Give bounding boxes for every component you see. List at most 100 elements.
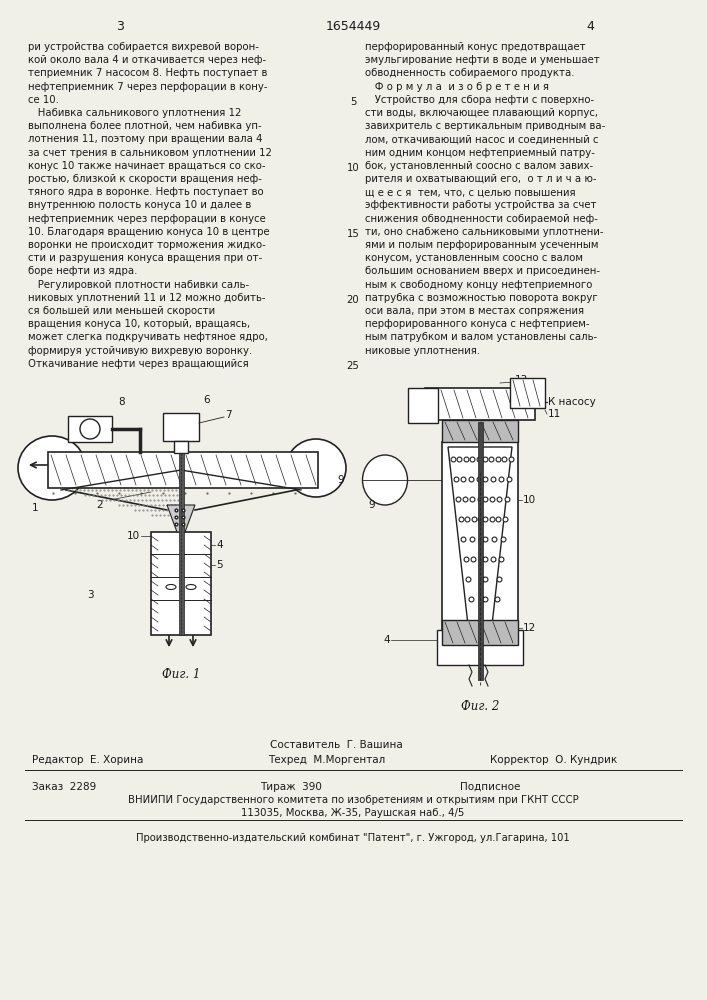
Polygon shape xyxy=(448,447,512,625)
Text: нефтеприемник через перфорации в конусе: нефтеприемник через перфорации в конусе xyxy=(28,214,266,224)
Text: никовые уплотнения.: никовые уплотнения. xyxy=(365,346,480,356)
Text: Тираж  390: Тираж 390 xyxy=(260,782,322,792)
Text: 15: 15 xyxy=(346,229,359,239)
Text: выполнена более плотной, чем набивка уп-: выполнена более плотной, чем набивка уп- xyxy=(28,121,262,131)
Text: лотнения 11, поэтому при вращении вала 4: лотнения 11, поэтому при вращении вала 4 xyxy=(28,134,262,144)
Text: Откачивание нефти через вращающийся: Откачивание нефти через вращающийся xyxy=(28,359,249,369)
Text: эффективности работы устройства за счет: эффективности работы устройства за счет xyxy=(365,200,597,210)
Text: 5: 5 xyxy=(350,97,356,107)
Text: внутреннюю полость конуса 10 и далее в: внутреннюю полость конуса 10 и далее в xyxy=(28,200,251,210)
Text: К насосу: К насосу xyxy=(548,397,596,407)
Text: кой около вала 4 и откачивается через неф-: кой около вала 4 и откачивается через не… xyxy=(28,55,266,65)
Text: Составитель  Г. Вашина: Составитель Г. Вашина xyxy=(270,740,403,750)
Text: ти, оно снабжено сальниковыми уплотнени-: ти, оно снабжено сальниковыми уплотнени- xyxy=(365,227,604,237)
Bar xyxy=(478,422,483,680)
Text: боре нефти из ядра.: боре нефти из ядра. xyxy=(28,266,137,276)
Bar xyxy=(179,453,184,635)
Text: 7: 7 xyxy=(225,410,232,420)
Text: 10. Благодаря вращению конуса 10 в центре: 10. Благодаря вращению конуса 10 в центр… xyxy=(28,227,269,237)
Text: ростью, близкой к скорости вращения неф-: ростью, близкой к скорости вращения неф- xyxy=(28,174,262,184)
Text: 2: 2 xyxy=(97,500,103,510)
Text: 10: 10 xyxy=(127,531,140,541)
Text: 6: 6 xyxy=(203,395,209,405)
Text: патрубка с возможностью поворота вокруг: патрубка с возможностью поворота вокруг xyxy=(365,293,597,303)
Bar xyxy=(437,630,523,665)
Ellipse shape xyxy=(18,436,86,500)
Bar xyxy=(408,388,438,423)
Text: 4: 4 xyxy=(586,20,594,33)
Text: 11: 11 xyxy=(548,409,561,419)
Bar xyxy=(151,532,211,635)
Text: 113035, Москва, Ж-35, Раушская наб., 4/5: 113035, Москва, Ж-35, Раушская наб., 4/5 xyxy=(241,808,464,818)
Text: перфорированный конус предотвращает: перфорированный конус предотвращает xyxy=(365,42,585,52)
Text: лом, откачивающий насос и соединенный с: лом, откачивающий насос и соединенный с xyxy=(365,134,599,144)
Text: 9: 9 xyxy=(337,475,344,485)
Text: может слегка подкручивать нефтяное ядро,: может слегка подкручивать нефтяное ядро, xyxy=(28,332,268,342)
Text: воронки не происходит торможения жидко-: воронки не происходит торможения жидко- xyxy=(28,240,266,250)
Text: ри устройства собирается вихревой ворон-: ри устройства собирается вихревой ворон- xyxy=(28,42,259,52)
Text: Заказ  2289: Заказ 2289 xyxy=(32,782,96,792)
Bar xyxy=(442,442,518,660)
Text: формируя устойчивую вихревую воронку.: формируя устойчивую вихревую воронку. xyxy=(28,346,252,356)
Text: ним одним концом нефтеприемный патру-: ним одним концом нефтеприемный патру- xyxy=(365,148,595,158)
Text: эмульгирование нефти в воде и уменьшает: эмульгирование нефти в воде и уменьшает xyxy=(365,55,600,65)
Text: теприемник 7 насосом 8. Нефть поступает в: теприемник 7 насосом 8. Нефть поступает … xyxy=(28,68,267,78)
Bar xyxy=(442,420,518,442)
Text: ным патрубком и валом установлены саль-: ным патрубком и валом установлены саль- xyxy=(365,332,597,342)
Text: 4: 4 xyxy=(383,635,390,645)
Text: бок, установленный соосно с валом завих-: бок, установленный соосно с валом завих- xyxy=(365,161,593,171)
Text: завихритель с вертикальным приводным ва-: завихритель с вертикальным приводным ва- xyxy=(365,121,605,131)
Text: за счет трения в сальниковом уплотнении 12: за счет трения в сальниковом уплотнении … xyxy=(28,148,272,158)
Text: Фиг. 1: Фиг. 1 xyxy=(162,668,200,681)
Text: 25: 25 xyxy=(346,361,359,371)
Text: Регулировкой плотности набивки саль-: Регулировкой плотности набивки саль- xyxy=(28,280,249,290)
Text: вращения конуса 10, который, вращаясь,: вращения конуса 10, который, вращаясь, xyxy=(28,319,250,329)
Text: 10: 10 xyxy=(523,495,536,505)
Text: никовых уплотнений 11 и 12 можно добить-: никовых уплотнений 11 и 12 можно добить- xyxy=(28,293,266,303)
Text: оси вала, при этом в местах сопряжения: оси вала, при этом в местах сопряжения xyxy=(365,306,584,316)
Text: ями и полым перфорированным усеченным: ями и полым перфорированным усеченным xyxy=(365,240,599,250)
Bar xyxy=(68,416,112,442)
Text: щ е е с я  тем, что, с целью повышения: щ е е с я тем, что, с целью повышения xyxy=(365,187,575,197)
Text: 5: 5 xyxy=(216,560,223,570)
Text: Ф о р м у л а  и з о б р е т е н и я: Ф о р м у л а и з о б р е т е н и я xyxy=(365,82,549,92)
Text: перфорированного конуса с нефтеприем-: перфорированного конуса с нефтеприем- xyxy=(365,319,590,329)
Bar xyxy=(163,413,199,441)
Polygon shape xyxy=(167,505,195,532)
Text: Фиг. 2: Фиг. 2 xyxy=(461,700,499,713)
Text: ным к свободному концу нефтеприемного: ным к свободному концу нефтеприемного xyxy=(365,280,592,290)
Text: тяного ядра в воронке. Нефть поступает во: тяного ядра в воронке. Нефть поступает в… xyxy=(28,187,264,197)
Text: большим основанием вверх и присоединен-: большим основанием вверх и присоединен- xyxy=(365,266,600,276)
Text: Набивка сальникового уплотнения 12: Набивка сальникового уплотнения 12 xyxy=(28,108,241,118)
Text: рителя и охватывающий его,  о т л и ч а ю-: рителя и охватывающий его, о т л и ч а ю… xyxy=(365,174,597,184)
Text: Редактор  Е. Хорина: Редактор Е. Хорина xyxy=(32,755,144,765)
Text: ВНИИПИ Государственного комитета по изобретениям и открытиям при ГКНТ СССР: ВНИИПИ Государственного комитета по изоб… xyxy=(128,795,578,805)
Text: се 10.: се 10. xyxy=(28,95,59,105)
Text: 13: 13 xyxy=(515,375,528,385)
Bar xyxy=(510,378,545,408)
Text: ся большей или меньшей скорости: ся большей или меньшей скорости xyxy=(28,306,215,316)
Text: Техред  М.Моргентал: Техред М.Моргентал xyxy=(268,755,385,765)
Text: обводненность собираемого продукта.: обводненность собираемого продукта. xyxy=(365,68,575,78)
Bar xyxy=(48,452,318,488)
Text: Корректор  О. Кундрик: Корректор О. Кундрик xyxy=(490,755,617,765)
Text: 20: 20 xyxy=(346,295,359,305)
Bar xyxy=(442,620,518,645)
Text: 1: 1 xyxy=(32,503,38,513)
Text: 12: 12 xyxy=(523,623,536,633)
Text: конус 10 также начинает вращаться со ско-: конус 10 также начинает вращаться со ско… xyxy=(28,161,266,171)
Text: сти и разрушения конуса вращения при от-: сти и разрушения конуса вращения при от- xyxy=(28,253,262,263)
Text: 4: 4 xyxy=(216,540,223,550)
Text: Производственно-издательский комбинат "Патент", г. Ужгород, ул.Гагарина, 101: Производственно-издательский комбинат "П… xyxy=(136,833,570,843)
Bar xyxy=(174,441,188,453)
Ellipse shape xyxy=(363,455,407,505)
Text: нефтеприемник 7 через перфорации в кону-: нефтеприемник 7 через перфорации в кону- xyxy=(28,82,267,92)
Ellipse shape xyxy=(286,439,346,497)
Text: 1654449: 1654449 xyxy=(325,20,380,33)
Text: снижения обводненности собираемой неф-: снижения обводненности собираемой неф- xyxy=(365,214,598,224)
Text: 8: 8 xyxy=(118,397,124,407)
Text: Устройство для сбора нефти с поверхно-: Устройство для сбора нефти с поверхно- xyxy=(365,95,594,105)
Bar xyxy=(425,388,535,420)
Text: Подписное: Подписное xyxy=(460,782,520,792)
Text: сти воды, включающее плавающий корпус,: сти воды, включающее плавающий корпус, xyxy=(365,108,598,118)
